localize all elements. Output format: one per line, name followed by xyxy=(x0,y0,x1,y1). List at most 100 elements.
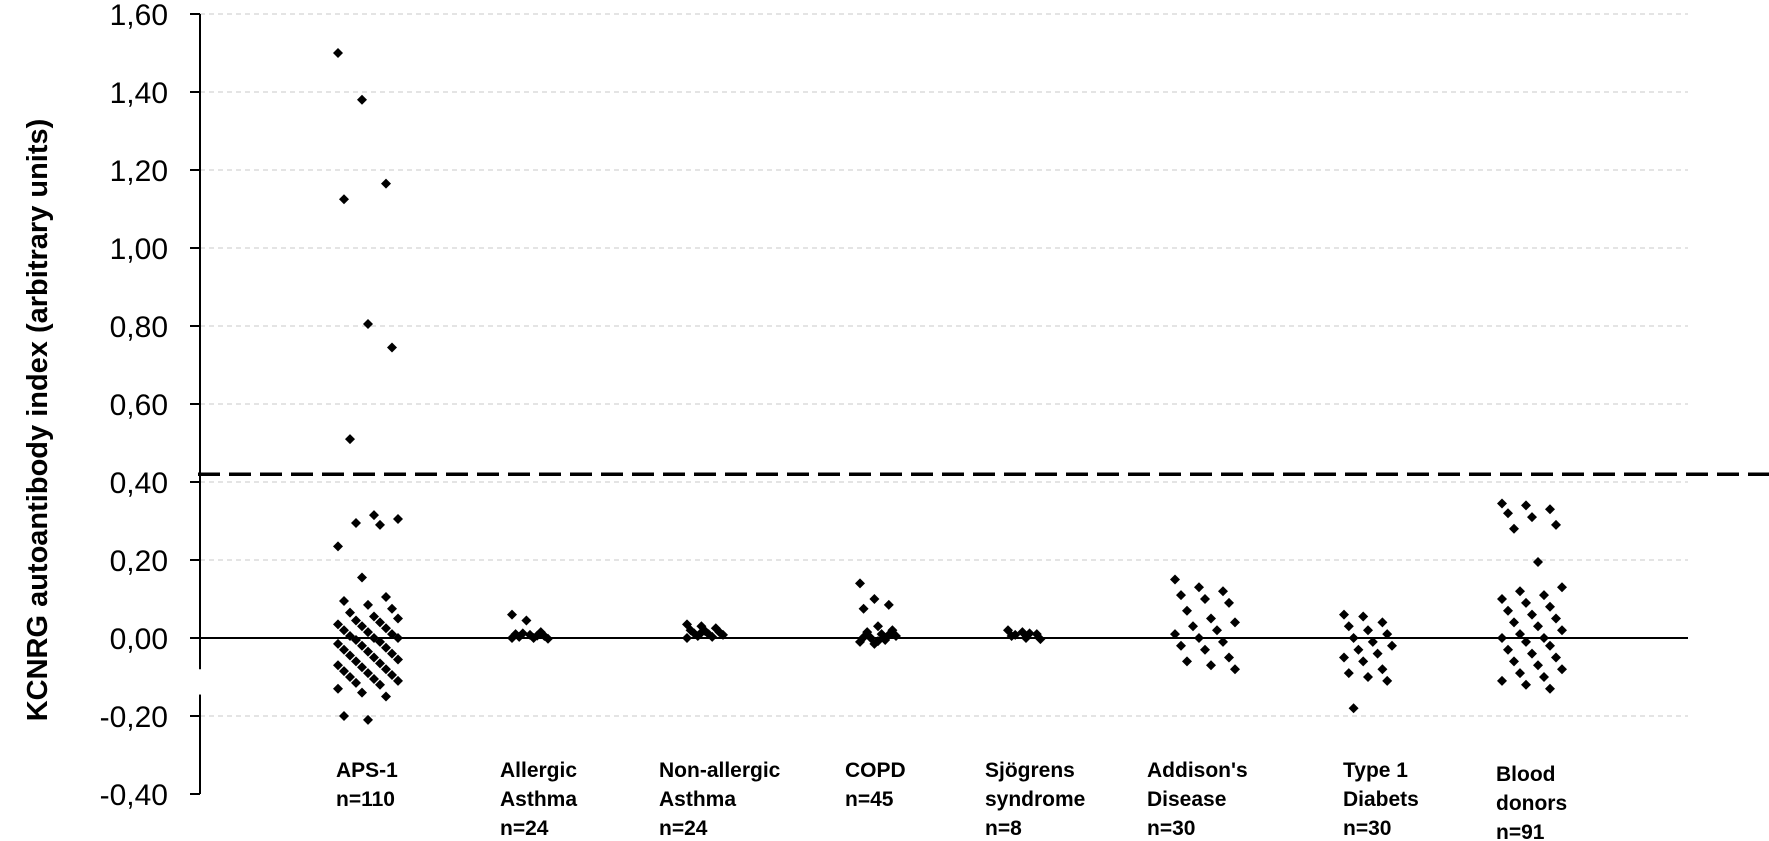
data-point xyxy=(1509,656,1519,667)
category-label: COPD xyxy=(845,759,906,782)
data-point xyxy=(1521,679,1531,690)
category-label: Addison's xyxy=(1147,759,1248,782)
data-point xyxy=(333,683,343,694)
data-point xyxy=(357,94,367,105)
data-point xyxy=(1557,664,1567,675)
data-point xyxy=(1010,629,1021,640)
data-point xyxy=(1194,582,1204,593)
category-label: n=91 xyxy=(1496,821,1545,841)
data-point xyxy=(333,660,343,671)
data-point xyxy=(1343,621,1354,632)
y-tick-label: -0,20 xyxy=(100,701,168,734)
gridlines xyxy=(200,13,1688,717)
data-point xyxy=(507,609,517,620)
data-point xyxy=(1363,672,1373,682)
data-point xyxy=(381,592,391,603)
data-point xyxy=(682,633,692,643)
y-tick-label: 0,80 xyxy=(110,311,168,344)
data-point xyxy=(369,611,379,622)
data-point xyxy=(387,648,397,659)
data-point xyxy=(1545,504,1555,515)
data-points xyxy=(333,48,1567,725)
category-label: n=45 xyxy=(845,788,894,811)
data-point xyxy=(532,630,543,641)
category-label: APS-1 xyxy=(336,759,398,782)
y-tick-label: 1,60 xyxy=(110,0,168,32)
data-point xyxy=(1176,590,1186,601)
data-point xyxy=(855,578,865,589)
data-point xyxy=(1515,668,1525,679)
y-tick-label: 0,00 xyxy=(110,623,168,656)
data-point xyxy=(393,514,403,525)
data-point xyxy=(1545,601,1555,612)
y-tick-label: 0,20 xyxy=(110,545,168,578)
data-point xyxy=(375,679,385,690)
data-point xyxy=(1200,594,1210,604)
category-label: Asthma xyxy=(500,788,577,811)
data-point xyxy=(1503,644,1513,655)
data-point xyxy=(381,623,391,634)
y-tick-label: 1,00 xyxy=(110,233,168,266)
data-point xyxy=(1545,640,1555,651)
category-label: n=30 xyxy=(1147,817,1195,840)
data-point xyxy=(333,638,343,649)
data-point xyxy=(1545,683,1555,694)
data-point xyxy=(339,644,349,655)
data-point xyxy=(1182,656,1192,667)
data-point xyxy=(339,666,349,677)
category-label: Asthma xyxy=(659,788,736,811)
y-tick-label: 1,40 xyxy=(110,77,168,110)
data-point xyxy=(707,631,718,642)
category-label: donors xyxy=(1496,792,1567,815)
data-point xyxy=(1218,636,1228,647)
data-point xyxy=(1377,664,1388,675)
category-label: n=8 xyxy=(985,817,1022,840)
data-point xyxy=(387,342,397,353)
data-point xyxy=(696,627,707,638)
data-point xyxy=(1551,519,1561,530)
data-point xyxy=(1515,629,1525,640)
data-point xyxy=(339,711,349,721)
data-point xyxy=(363,646,373,657)
data-point xyxy=(1497,633,1507,643)
category-label: Allergic xyxy=(500,759,577,782)
category-label: n=24 xyxy=(500,817,549,840)
data-point xyxy=(1353,644,1364,655)
data-point xyxy=(357,662,367,673)
data-point xyxy=(1382,629,1393,640)
data-point xyxy=(883,599,894,610)
data-point xyxy=(887,628,898,639)
data-point xyxy=(1533,621,1543,632)
data-point xyxy=(1224,597,1234,608)
data-point xyxy=(357,572,367,583)
data-point xyxy=(369,652,379,663)
data-point xyxy=(357,640,367,651)
category-label: n=110 xyxy=(336,788,395,811)
data-point xyxy=(1521,500,1531,511)
category-label: Disease xyxy=(1147,788,1226,811)
data-point xyxy=(351,517,361,528)
data-point xyxy=(1521,636,1531,647)
data-point xyxy=(869,594,880,604)
y-tick-label: 0,40 xyxy=(110,467,168,500)
data-point xyxy=(351,615,361,626)
data-point xyxy=(363,599,373,610)
data-point xyxy=(1551,652,1561,663)
data-point xyxy=(375,658,385,669)
data-point xyxy=(393,613,403,624)
data-point xyxy=(1348,703,1359,714)
data-point xyxy=(351,656,361,667)
data-point xyxy=(1176,640,1186,651)
data-point xyxy=(1230,664,1240,675)
data-point xyxy=(381,691,391,702)
data-point xyxy=(1497,594,1507,604)
data-point xyxy=(387,603,397,614)
data-point xyxy=(333,48,343,58)
category-label: n=30 xyxy=(1343,817,1391,840)
data-point xyxy=(1363,625,1373,636)
data-point xyxy=(363,714,373,725)
data-point xyxy=(1497,498,1507,509)
data-point xyxy=(1509,523,1519,534)
data-point xyxy=(1206,660,1216,671)
data-point xyxy=(375,617,385,628)
